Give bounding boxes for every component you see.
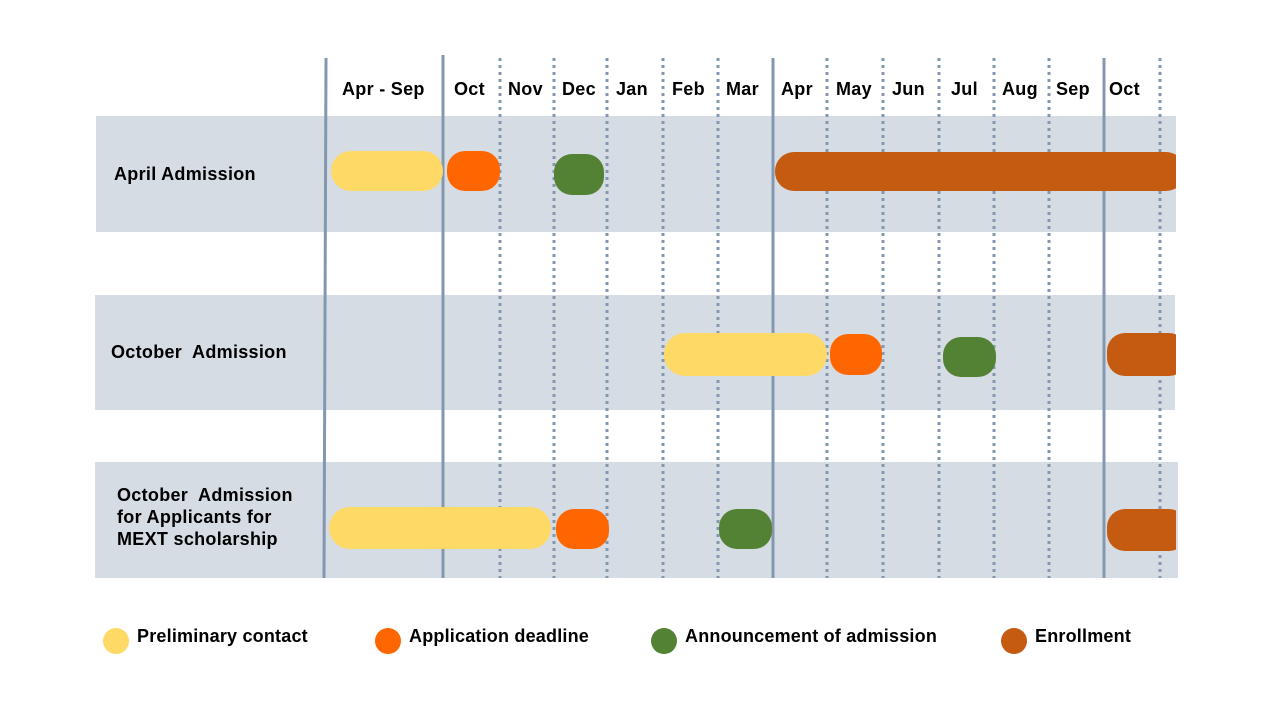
event-bar-announcement-of-admission (943, 337, 996, 377)
month-oct-2: Oct (1109, 79, 1140, 99)
event-bar-preliminary-contact (664, 333, 827, 376)
event-bar-announcement-of-admission (719, 509, 772, 549)
brown-dot-icon (1001, 628, 1027, 654)
event-bar-application-deadline (447, 151, 500, 191)
event-bar-enrollment (775, 152, 1176, 191)
event-bar-application-deadline (830, 334, 882, 375)
row-label-mext-admission: October Admission for Applicants for MEX… (117, 485, 293, 549)
month-jan: Jan (616, 79, 648, 99)
legend-label: Announcement of admission (685, 626, 938, 646)
period-divider-line (322, 57, 328, 579)
legend-label: Preliminary contact (137, 626, 308, 646)
event-bar-enrollment (1107, 509, 1176, 551)
legend-label: Enrollment (1035, 626, 1132, 646)
orange-dot-icon (375, 628, 401, 654)
row-label-april-admission: April Admission (114, 164, 256, 184)
month-feb: Feb (672, 79, 705, 99)
event-bar-preliminary-contact (329, 507, 551, 549)
month-jun: Jun (892, 79, 925, 99)
event-bar-preliminary-contact (331, 151, 443, 191)
green-dot-icon (651, 628, 677, 654)
month-dec: Dec (562, 79, 596, 99)
month-apr-sep: Apr - Sep (342, 79, 425, 99)
month-jul: Jul (951, 79, 978, 99)
event-bar-application-deadline (556, 509, 609, 549)
month-apr: Apr (781, 79, 813, 99)
month-may: May (836, 79, 872, 99)
month-nov: Nov (508, 79, 543, 99)
month-sep: Sep (1056, 79, 1090, 99)
yellow-dot-icon (103, 628, 129, 654)
month-oct: Oct (454, 79, 485, 99)
event-bar-announcement-of-admission (554, 154, 604, 195)
legend-label: Application deadline (409, 626, 590, 646)
row-band-mext-admission (95, 462, 1178, 578)
month-aug: Aug (1002, 79, 1038, 99)
event-bar-enrollment (1107, 333, 1176, 376)
month-mar: Mar (726, 79, 759, 99)
row-label-october-admission: October Admission (111, 342, 287, 362)
